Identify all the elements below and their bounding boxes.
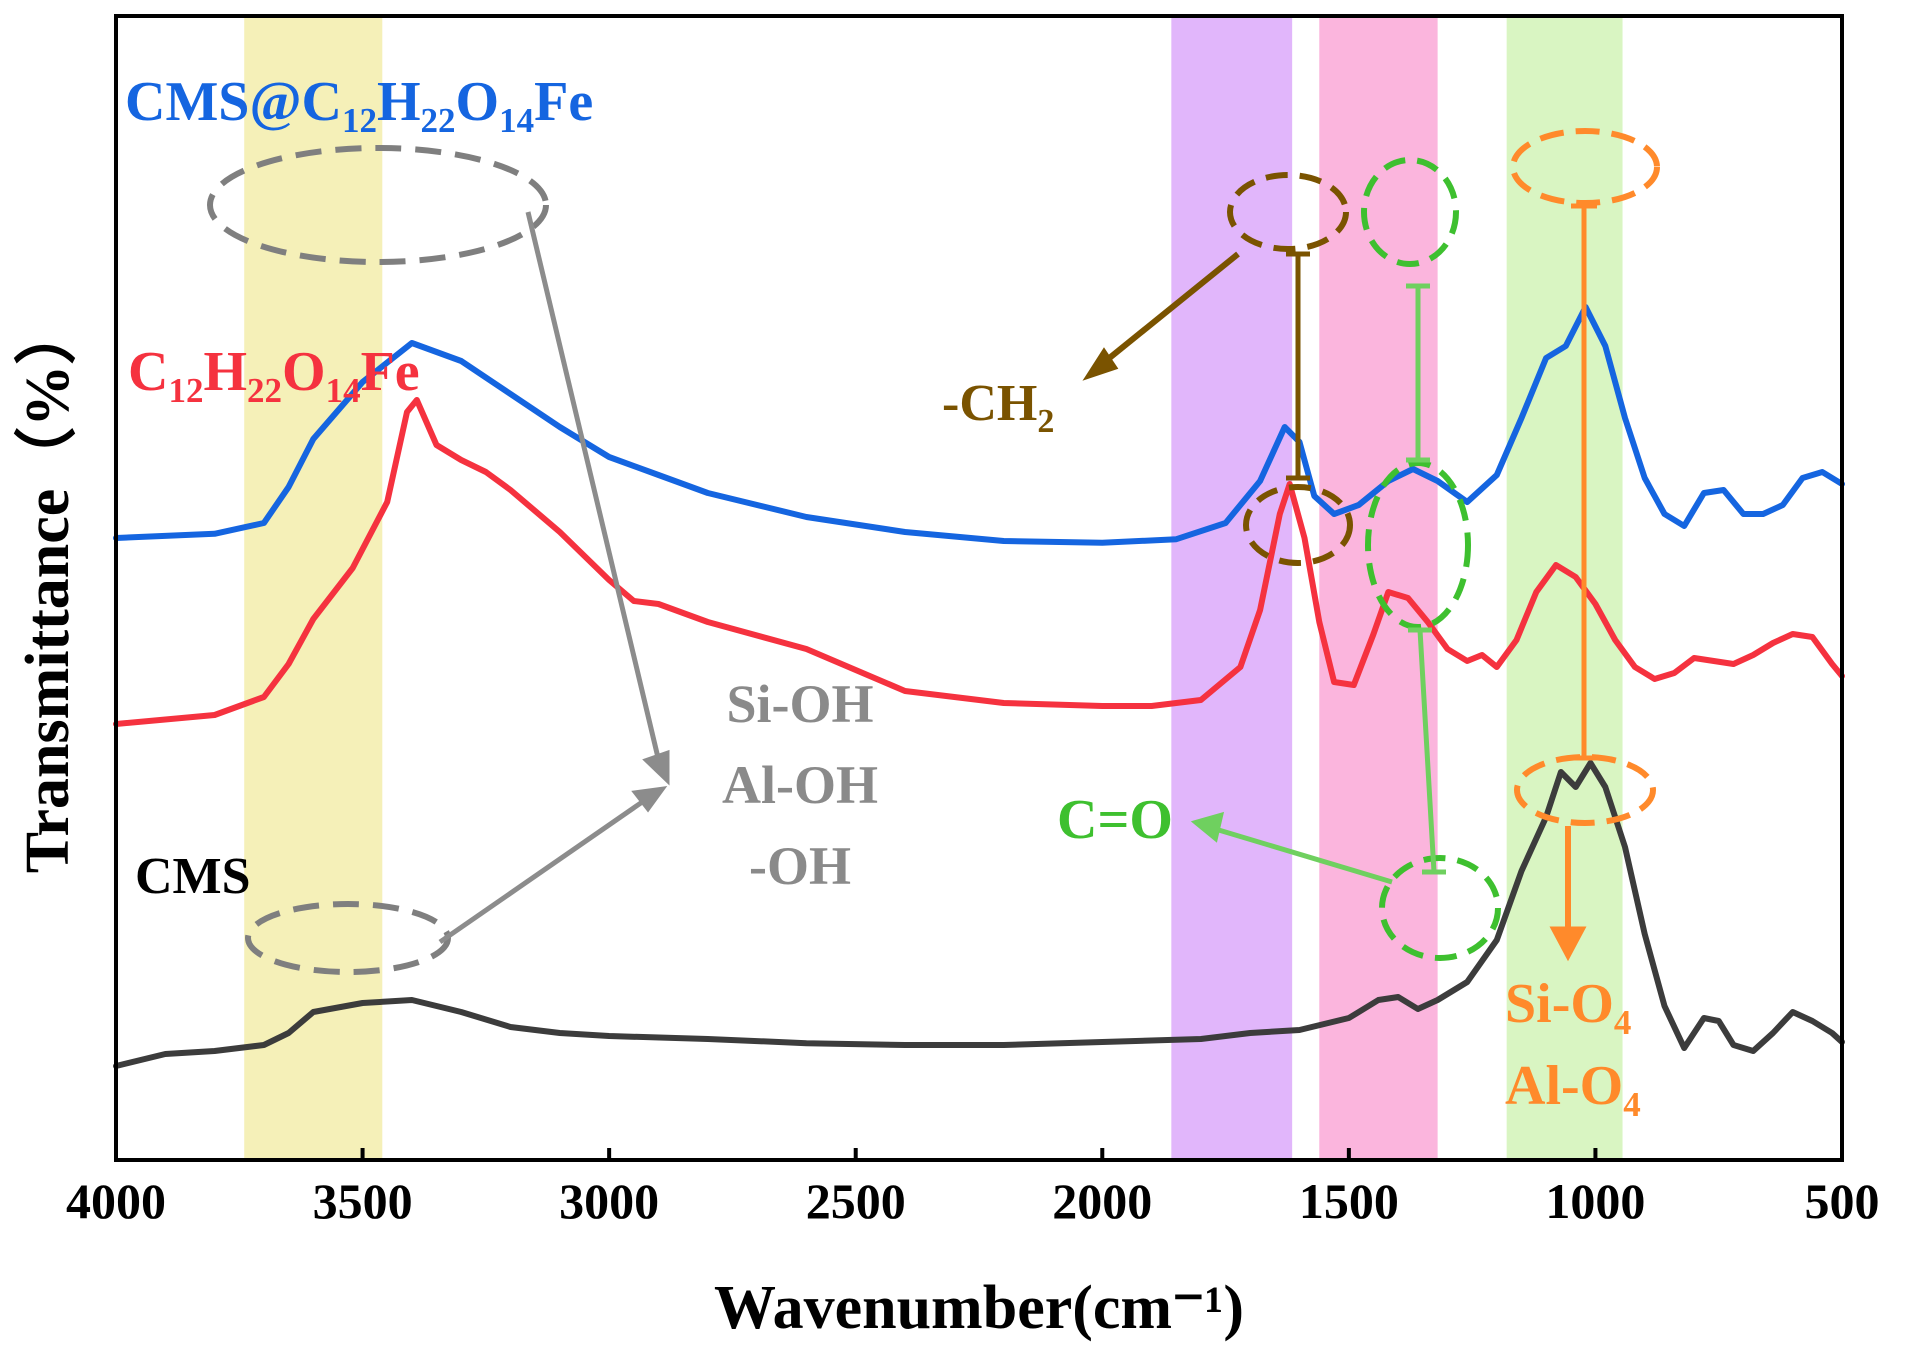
ch2-arrowhead [1082,347,1119,381]
oh-arrowhead-top [642,749,670,786]
alo4-label: Al-O4 [1505,1055,1641,1124]
annotations: Si-OH Al-OH -OH -CH2 C=O Si-O4 Al-O4 [207,128,1660,1124]
cms-label: CMS [135,848,251,905]
ch2-arrow [1100,251,1240,367]
band-3 [1506,16,1623,1160]
cms-fe-series-line [113,304,1845,546]
co-ellipse-top [1361,157,1459,267]
x-tick-label-500: 500 [1805,1173,1880,1229]
co-connector-upper [1406,283,1430,463]
x-axis-title: Wavenumber(cm⁻¹) [714,1274,1244,1342]
oh-ellipse-top [207,145,549,265]
oh-arrow-bottom [438,795,650,945]
cms-fe-label: CMS@C12H22O14Fe [125,71,593,140]
x-tick-label-1000: 1000 [1545,1173,1645,1229]
ch2-ellipse-top [1227,172,1349,252]
co-arrowhead [1190,811,1225,843]
series-labels: CMS@C12H22O14Fe C12H22O14Fe CMS [125,71,593,905]
o4-connector [1571,203,1597,761]
y-axis-title: Transmittance（%） [12,303,82,874]
plot-frame [114,14,1844,1162]
x-axis-ticks: 4000 3500 3000 2500 2000 1500 1000 500 [66,1148,1880,1229]
ch2-ellipse-mid [1243,484,1353,566]
oh-label-line-2: -OH [749,836,851,896]
co-label: C=O [1057,789,1173,851]
o4-arrowhead [1549,926,1587,962]
o4-ellipse-top [1510,128,1660,206]
sio4-label: Si-O4 [1505,973,1631,1042]
ch2-label: -CH2 [942,375,1054,440]
co-connector-lower [1408,627,1446,875]
band-0 [244,16,383,1160]
oh-arrowhead-bottom [631,786,668,813]
x-tick-label-4000: 4000 [66,1173,166,1229]
co-arrow [1211,825,1393,885]
fe-series-line [113,397,1845,727]
x-tick-label-2000: 2000 [1052,1173,1152,1229]
ch2-connector [1286,251,1310,481]
x-tick-label-1500: 1500 [1299,1173,1399,1229]
oh-label-line-1: Al-OH [722,755,878,815]
oh-arrow-top [525,211,663,767]
spectra-series [113,304,1845,1069]
co-ellipse-bottom [1379,855,1501,961]
highlight-bands [244,16,1623,1160]
x-tick-label-2500: 2500 [806,1173,906,1229]
co-ellipse-mid [1365,460,1471,630]
fe-label: C12H22O14Fe [128,341,420,410]
cms-series-line [113,760,1845,1069]
x-tick-label-3500: 3500 [313,1173,413,1229]
o4-ellipse-bottom [1514,754,1656,826]
band-1 [1171,16,1293,1160]
oh-label-line-0: Si-OH [726,674,873,734]
band-2 [1319,16,1438,1160]
x-tick-label-3000: 3000 [559,1173,659,1229]
